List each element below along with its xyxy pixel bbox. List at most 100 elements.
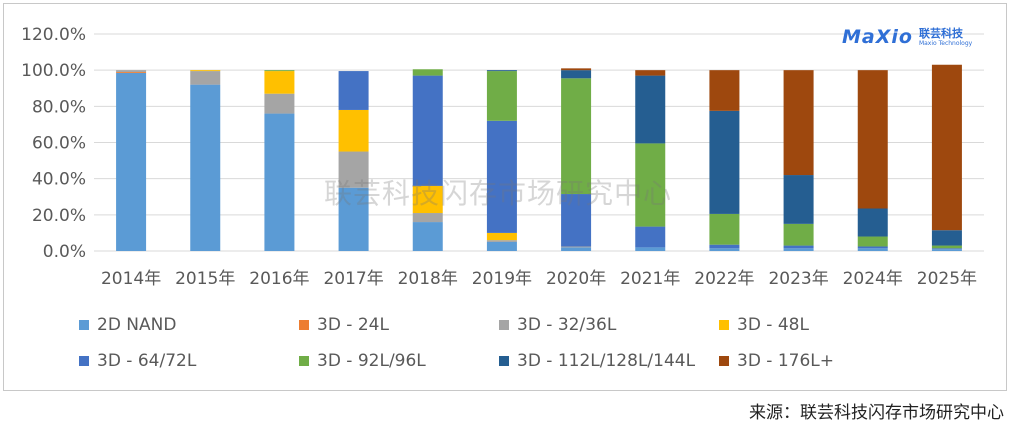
bar-segment <box>264 113 295 251</box>
bar-segment <box>116 71 147 73</box>
bars <box>116 64 962 251</box>
y-axis-ticks: 0.0% 20.0% 40.0% 60.0% 80.0% 100.0% 120.0% <box>21 25 86 262</box>
bar-segment <box>783 70 814 176</box>
bar-segment <box>561 78 592 195</box>
x-tick-label: 2020年 <box>546 269 606 289</box>
bar-segment <box>264 71 295 94</box>
bar-segment <box>561 68 592 71</box>
x-tick-label: 2025年 <box>917 269 977 289</box>
bar-segment <box>486 232 517 241</box>
y-tick-label: 40.0% <box>32 170 86 190</box>
y-tick-label: 120.0% <box>21 25 86 45</box>
legend-item: 3D - 48L <box>719 314 809 336</box>
bar-segment <box>635 247 666 251</box>
bar-segment <box>486 120 517 233</box>
legend-item: 3D - 32/36L <box>499 314 616 336</box>
legend-item: 3D - 112L/128L/144L <box>499 350 695 372</box>
legend-swatch <box>719 320 729 330</box>
logo-name-en: Maxio Technology <box>918 39 973 47</box>
bar-segment <box>190 84 221 251</box>
legend-swatch <box>299 320 309 330</box>
bar-segment <box>783 245 814 249</box>
bar-segment <box>709 244 740 249</box>
legend-item: 3D - 64/72L <box>79 350 196 372</box>
bar-segment <box>709 248 740 251</box>
bar-segment <box>412 69 443 76</box>
bar-segment <box>931 248 962 250</box>
bar-segment <box>190 71 221 85</box>
bar-segment <box>486 241 517 251</box>
legend-item: 3D - 24L <box>299 314 389 336</box>
source-note: 来源：联芸科技闪存市场研究中心 <box>749 403 1004 423</box>
bar-segment <box>338 71 369 110</box>
bar-segment <box>561 194 592 247</box>
legend-label: 3D - 176L+ <box>737 351 835 371</box>
bar-segment <box>264 93 295 114</box>
legend-item: 3D - 92L/96L <box>299 350 426 372</box>
maxio-logo: MaXio 联芸科技 Maxio Technology <box>842 26 972 48</box>
bar-segment <box>857 208 888 237</box>
bar-segment <box>709 213 740 245</box>
bar-segment <box>857 236 888 247</box>
bar-segment <box>635 143 666 227</box>
x-tick-label: 2014年 <box>101 269 161 289</box>
bar-segment <box>635 70 666 76</box>
y-tick-label: 20.0% <box>32 206 86 226</box>
bar-segment <box>783 175 814 224</box>
y-tick-label: 0.0% <box>43 242 86 262</box>
bar-segment <box>783 223 814 246</box>
x-tick-label: 2015年 <box>175 269 235 289</box>
bar-segment <box>486 240 517 242</box>
legend-swatch <box>299 356 309 366</box>
bar-segment <box>561 246 592 248</box>
y-tick-label: 80.0% <box>32 97 86 117</box>
logo-text: 联芸科技 Maxio Technology <box>919 28 972 47</box>
bar-segment <box>931 64 962 231</box>
legend-label: 3D - 48L <box>737 315 809 335</box>
bar-segment <box>116 70 147 72</box>
legend-item: 2D NAND <box>79 314 176 336</box>
bar-segment <box>635 226 666 248</box>
bar-segment <box>857 248 888 251</box>
y-tick-label: 60.0% <box>32 134 86 154</box>
bar-segment <box>561 70 592 79</box>
bar-segment <box>264 70 295 72</box>
legend-swatch <box>499 356 509 366</box>
legend-label: 2D NAND <box>97 315 177 335</box>
bar-segment <box>190 70 221 72</box>
bar-segment <box>857 246 888 249</box>
x-tick-label: 2023年 <box>768 269 828 289</box>
bar-segment <box>338 187 369 251</box>
logo-mark: MaXio <box>842 26 913 48</box>
bar-segment <box>931 249 962 251</box>
x-tick-label: 2018年 <box>398 269 458 289</box>
legend-label: 3D - 32/36L <box>517 315 617 335</box>
bar-segment <box>635 75 666 144</box>
bar-segment <box>412 213 443 223</box>
bar-segment <box>338 109 369 152</box>
x-tick-label: 2022年 <box>694 269 754 289</box>
legend-swatch <box>719 356 729 366</box>
legend-label: 3D - 92L/96L <box>317 351 426 371</box>
legend-label: 3D - 112L/128L/144L <box>517 351 696 371</box>
gridlines <box>94 33 984 252</box>
chart-frame: 0.0% 20.0% 40.0% 60.0% 80.0% 100.0% 120.0% 201… <box>3 3 1007 391</box>
x-axis-ticks: 2014年 2015年 2016年 2017年 2018年 2019年 2020年 2021年… <box>101 269 977 289</box>
bar-segment <box>486 71 517 121</box>
bar-segment <box>561 247 592 251</box>
legend-item: 3D - 176L+ <box>719 350 834 372</box>
bar-segment <box>412 75 443 186</box>
x-tick-label: 2017年 <box>323 269 383 289</box>
bar-segment <box>412 185 443 214</box>
bar-segment <box>116 72 147 251</box>
legend-label: 3D - 24L <box>317 315 389 335</box>
legend-swatch <box>79 356 89 366</box>
bar-segment <box>709 70 740 111</box>
bar-segment <box>931 245 962 249</box>
bar-segment <box>857 70 888 209</box>
bar-segment <box>931 230 962 246</box>
bar-segment <box>486 70 517 72</box>
bar-segment <box>709 110 740 214</box>
bar-segment <box>412 222 443 251</box>
x-tick-label: 2024年 <box>843 269 903 289</box>
